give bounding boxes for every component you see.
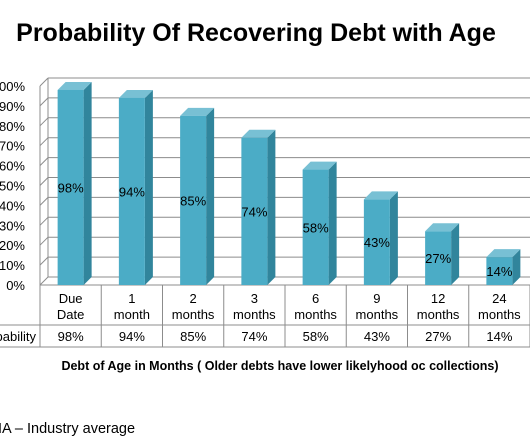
gridline-depth <box>39 216 49 226</box>
x-axis-label: Debt of Age in Months ( Older debts have… <box>61 359 498 373</box>
data-label: 85% <box>180 193 206 208</box>
data-table: DueDate98%1month94%2months85%3months74%6… <box>0 285 530 348</box>
bar <box>57 89 84 285</box>
category-label: 9 <box>373 291 380 306</box>
gridline-depth <box>39 177 49 186</box>
bar <box>425 231 452 285</box>
y-tick-label: 90% <box>0 99 25 114</box>
category-label: months <box>233 307 276 322</box>
category-label: months <box>356 307 399 322</box>
gridline-depth <box>39 117 49 127</box>
data-label: 58% <box>303 220 329 235</box>
data-label: 94% <box>119 184 145 199</box>
table-value: 94% <box>119 329 145 344</box>
gridline-depth <box>39 77 49 87</box>
bar <box>241 137 268 285</box>
bar <box>302 169 329 285</box>
y-tick-label: 100% <box>0 79 25 94</box>
y-axis-ticks: 0% 10% 20% 30% 40% 50% 60% 70% 80% 90% 100% <box>0 79 25 293</box>
bar-top <box>57 81 92 90</box>
table-value: 85% <box>180 329 206 344</box>
table-value: 27% <box>425 329 451 344</box>
y-tick-label: 30% <box>0 218 25 233</box>
category-label: 1 <box>128 291 135 306</box>
category-label: 12 <box>431 291 445 306</box>
gridline-depth <box>39 197 49 206</box>
y-tick-label: 40% <box>0 198 25 213</box>
bars <box>57 81 521 285</box>
bar-side <box>451 223 460 285</box>
bar-top <box>241 129 276 138</box>
data-label: 43% <box>364 235 390 250</box>
y-tick-label: 50% <box>0 179 25 194</box>
data-label: 27% <box>425 251 451 266</box>
category-label: months <box>172 307 215 322</box>
y-tick-label: 60% <box>0 159 25 174</box>
bar <box>486 257 513 285</box>
table-value: 43% <box>364 329 390 344</box>
bar <box>118 97 145 285</box>
gridline-depth <box>39 276 49 286</box>
bar-side <box>328 161 337 285</box>
category-label: 3 <box>251 291 258 306</box>
bar-side <box>83 81 92 285</box>
category-label: months <box>294 307 337 322</box>
bar-top <box>363 191 398 200</box>
bar <box>180 115 207 285</box>
category-label: Date <box>57 307 84 322</box>
gridline-depth <box>39 97 49 107</box>
gridline-depth <box>39 236 49 246</box>
gridline-depth <box>39 256 49 266</box>
bar-side <box>267 129 276 285</box>
gridline-depth <box>39 157 49 166</box>
bar-side <box>512 249 521 285</box>
data-label: 14% <box>486 264 512 279</box>
y-tick-label: 10% <box>0 258 25 273</box>
category-label: months <box>478 307 521 322</box>
bar-top <box>425 223 460 232</box>
table-value: 14% <box>486 329 512 344</box>
table-row-label: Probability <box>0 329 36 344</box>
category-label: 2 <box>190 291 197 306</box>
table-value: 74% <box>241 329 267 344</box>
category-label: 24 <box>492 291 506 306</box>
data-labels: 98% 94% 85% 74% 58% 43% 27% 14% <box>58 180 513 279</box>
y-tick-label: 20% <box>0 238 25 253</box>
bar-top <box>486 249 521 258</box>
bar-side <box>206 107 215 285</box>
bar-side <box>144 89 153 285</box>
bar-top <box>118 89 153 98</box>
bar-top <box>180 107 215 116</box>
bar <box>363 199 390 285</box>
y-tick-label: 0% <box>6 278 25 293</box>
data-label: 74% <box>241 204 267 219</box>
table-value: 98% <box>58 329 84 344</box>
bar-top <box>302 161 337 170</box>
category-label: Due <box>59 291 83 306</box>
data-label: 98% <box>58 180 84 195</box>
table-value: 58% <box>303 329 329 344</box>
y-tick-label: 80% <box>0 119 25 134</box>
category-label: month <box>114 307 150 322</box>
gridline-depth <box>39 137 49 147</box>
bar-side <box>389 191 398 285</box>
chart-title: Probability Of Recovering Debt with Age <box>16 19 496 47</box>
category-label: months <box>417 307 460 322</box>
footnote: IA – Industry average <box>0 421 135 437</box>
category-label: 6 <box>312 291 319 306</box>
y-tick-label: 70% <box>0 139 25 154</box>
